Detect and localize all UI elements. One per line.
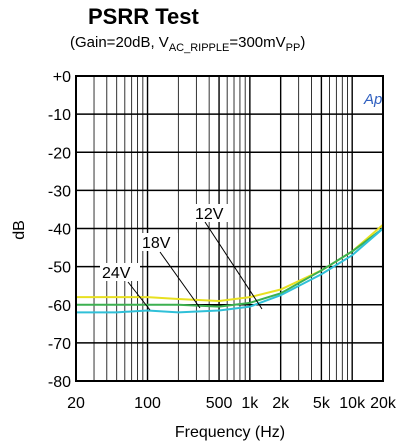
annotation-line (127, 281, 151, 311)
y-tick-label: -30 (48, 183, 71, 200)
chart-title: PSRR Test (88, 4, 200, 29)
annotation-line (204, 221, 263, 310)
label-bg (140, 233, 178, 251)
series-line (76, 223, 384, 302)
x-tick-label: 20 (67, 395, 85, 412)
x-tick-label: 100 (134, 395, 161, 412)
y-tick-label: +0 (53, 69, 71, 86)
subscript: PP (286, 42, 301, 54)
label-bg (193, 204, 231, 222)
x-axis-label: Frequency (Hz) (175, 424, 285, 441)
y-tick-label: -10 (48, 107, 71, 124)
subtitle-part: (Gain=20dB, V (70, 34, 169, 51)
annotation-line (159, 251, 201, 309)
x-tick-label: 1k (241, 395, 259, 412)
series-line (76, 227, 384, 308)
subtitle-part: ) (300, 34, 305, 51)
grid (75, 75, 384, 382)
plot-border (75, 75, 384, 382)
y-tick-label: -70 (48, 336, 71, 353)
x-tick-label: 5k (313, 395, 331, 412)
annotation-label: 12V (195, 206, 224, 223)
y-tick-label: -20 (48, 145, 71, 162)
annotation-label: 18V (142, 235, 171, 252)
plot-lines (76, 223, 384, 314)
annotation-label: 24V (102, 265, 131, 282)
annotation-labels: 24V 18V 12V (102, 206, 224, 282)
y-tick-label: -50 (48, 260, 71, 277)
x-tick-label: 500 (206, 395, 233, 412)
label-bg (100, 263, 140, 281)
subtitle-part: =300mV (229, 34, 285, 51)
logo: Ap (363, 91, 382, 108)
y-tick-label: -80 (48, 374, 71, 391)
y-axis-label: dB (11, 220, 28, 240)
y-tick-label: -40 (48, 222, 71, 239)
subscript: AC_RIPPLE (169, 42, 230, 54)
x-tick-label: 20k (370, 395, 397, 412)
x-tick-label: 10k (339, 395, 366, 412)
y-tick-label: -60 (48, 298, 71, 315)
x-tick-label: 2k (272, 395, 290, 412)
chart-subtitle: (Gain=20dB, VAC_RIPPLE=300mVPP) (70, 34, 305, 54)
series-line (76, 227, 384, 314)
annotations (100, 204, 263, 311)
